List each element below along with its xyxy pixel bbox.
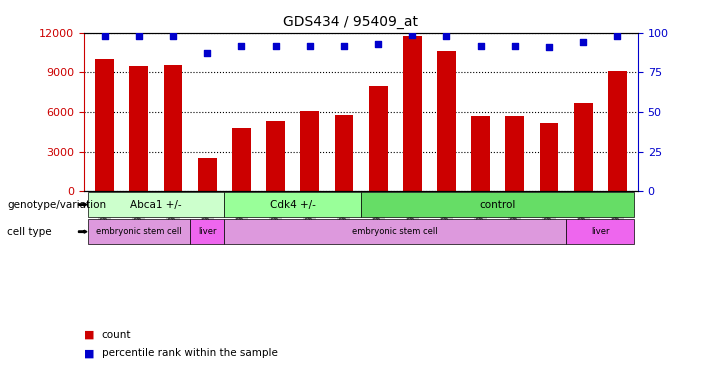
Bar	[130, 66, 148, 191]
Point	[133, 33, 144, 39]
Point	[475, 43, 486, 49]
Text: ■: ■	[84, 348, 95, 358]
Text: genotype/variation: genotype/variation	[7, 199, 106, 210]
Bar	[224, 220, 566, 244]
Point	[270, 43, 281, 49]
Text: ■: ■	[84, 330, 95, 340]
Text: embryonic stem cell: embryonic stem cell	[353, 227, 438, 236]
Bar	[224, 193, 361, 217]
Point	[202, 51, 213, 56]
Bar	[198, 158, 217, 191]
Bar	[471, 116, 490, 191]
Text: count: count	[102, 330, 131, 340]
Bar	[566, 220, 634, 244]
Point	[543, 44, 554, 50]
Text: percentile rank within the sample: percentile rank within the sample	[102, 348, 278, 358]
Point	[168, 33, 179, 39]
Bar	[300, 111, 319, 191]
Bar	[88, 220, 190, 244]
Bar	[361, 193, 634, 217]
Text: GDS434 / 95409_at: GDS434 / 95409_at	[283, 15, 418, 29]
Bar	[266, 121, 285, 191]
Bar	[437, 51, 456, 191]
Bar	[88, 193, 224, 217]
Text: liver: liver	[198, 227, 217, 236]
Bar	[574, 103, 592, 191]
Text: embryonic stem cell: embryonic stem cell	[96, 227, 182, 236]
Bar	[95, 59, 114, 191]
Bar	[232, 128, 251, 191]
Text: Abca1 +/-: Abca1 +/-	[130, 199, 182, 210]
Point	[236, 43, 247, 49]
Text: cell type: cell type	[7, 227, 52, 237]
Point	[612, 33, 623, 39]
Bar	[190, 220, 224, 244]
Bar	[403, 36, 422, 191]
Point	[578, 40, 589, 45]
Bar	[540, 123, 559, 191]
Point	[304, 43, 315, 49]
Text: control: control	[479, 199, 516, 210]
Bar	[334, 115, 353, 191]
Text: Cdk4 +/-: Cdk4 +/-	[270, 199, 315, 210]
Point	[339, 43, 350, 49]
Bar	[163, 64, 182, 191]
Point	[99, 33, 110, 39]
Bar	[505, 116, 524, 191]
Point	[407, 31, 418, 37]
Bar	[608, 71, 627, 191]
Point	[509, 43, 520, 49]
Bar	[369, 86, 388, 191]
Point	[441, 33, 452, 39]
Point	[372, 41, 383, 47]
Text: liver: liver	[591, 227, 610, 236]
